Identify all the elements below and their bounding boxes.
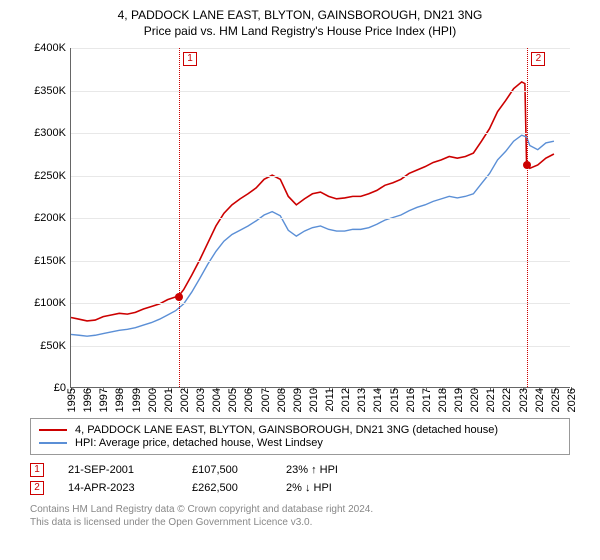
gridline-h [71,133,570,134]
legend-swatch [39,442,67,444]
x-axis-label: 1999 [131,388,143,412]
sale-row: 2 14-APR-2023 £262,500 2% ↓ HPI [30,481,570,495]
y-axis-label: £50K [20,340,66,352]
x-axis-label: 1997 [98,388,110,412]
y-axis-label: £200K [20,212,66,224]
x-axis-label: 2002 [179,388,191,412]
x-axis-label: 2023 [518,388,530,412]
x-axis-label: 2005 [227,388,239,412]
sale-date: 21-SEP-2001 [68,464,168,476]
y-axis-label: £100K [20,297,66,309]
x-axis-label: 2015 [389,388,401,412]
x-axis-label: 2006 [243,388,255,412]
legend-swatch [39,429,67,431]
x-axis-label: 2004 [211,388,223,412]
x-axis-label: 2026 [566,388,578,412]
sale-date: 14-APR-2023 [68,482,168,494]
gridline-h [71,346,570,347]
x-axis-label: 2012 [340,388,352,412]
x-axis-label: 2010 [308,388,320,412]
x-axis-label: 2018 [437,388,449,412]
gridline-h [71,48,570,49]
series-line-hpi [71,135,554,336]
sale-marker-box: 1 [183,52,197,66]
chart-container: 4, PADDOCK LANE EAST, BLYTON, GAINSBOROU… [0,0,600,560]
x-axis-label: 1996 [82,388,94,412]
x-axis-label: 2016 [405,388,417,412]
gridline-h [71,218,570,219]
x-axis-ticks: 1995199619971998199920002001200220032004… [70,388,570,414]
sale-delta: 23% ↑ HPI [286,464,338,476]
legend-label: HPI: Average price, detached house, West… [75,437,323,449]
title-block: 4, PADDOCK LANE EAST, BLYTON, GAINSBOROU… [10,8,590,38]
x-axis-label: 2009 [292,388,304,412]
x-axis-label: 2000 [147,388,159,412]
footer-line-1: Contains HM Land Registry data © Crown c… [30,503,570,516]
y-axis-label: £150K [20,255,66,267]
gridline-h [71,303,570,304]
y-axis-label: £250K [20,170,66,182]
sale-number-box: 1 [30,463,44,477]
x-axis-label: 1998 [114,388,126,412]
x-axis-label: 2008 [276,388,288,412]
x-axis-label: 2011 [324,388,336,412]
chart-title-address: 4, PADDOCK LANE EAST, BLYTON, GAINSBOROU… [10,8,590,22]
sale-number-box: 2 [30,481,44,495]
x-axis-label: 2019 [453,388,465,412]
legend-row: 4, PADDOCK LANE EAST, BLYTON, GAINSBOROU… [39,424,561,436]
footer-attribution: Contains HM Land Registry data © Crown c… [30,503,570,529]
chart-area: 12 1995199619971998199920002001200220032… [20,44,580,414]
sale-dot [523,161,531,169]
sale-marker-box: 2 [531,52,545,66]
x-axis-label: 2024 [534,388,546,412]
sale-delta: 2% ↓ HPI [286,482,332,494]
series-line-property [71,82,554,321]
x-axis-label: 2025 [550,388,562,412]
y-axis-label: £300K [20,127,66,139]
x-axis-label: 2001 [163,388,175,412]
sale-vline [179,48,180,387]
legend: 4, PADDOCK LANE EAST, BLYTON, GAINSBOROU… [30,418,570,455]
x-axis-label: 2007 [260,388,272,412]
x-axis-label: 1995 [66,388,78,412]
gridline-h [71,261,570,262]
plot-area: 12 [70,48,570,388]
sale-row: 1 21-SEP-2001 £107,500 23% ↑ HPI [30,463,570,477]
x-axis-label: 2014 [372,388,384,412]
legend-row: HPI: Average price, detached house, West… [39,437,561,449]
legend-label: 4, PADDOCK LANE EAST, BLYTON, GAINSBOROU… [75,424,498,436]
x-axis-label: 2013 [356,388,368,412]
sale-price: £107,500 [192,464,262,476]
sale-vline [527,48,528,387]
sale-price: £262,500 [192,482,262,494]
y-axis-label: £350K [20,85,66,97]
gridline-h [71,176,570,177]
x-axis-label: 2017 [421,388,433,412]
gridline-h [71,91,570,92]
x-axis-label: 2021 [485,388,497,412]
y-axis-label: £400K [20,42,66,54]
x-axis-label: 2020 [469,388,481,412]
x-axis-label: 2022 [501,388,513,412]
footer-line-2: This data is licensed under the Open Gov… [30,516,570,529]
sales-table: 1 21-SEP-2001 £107,500 23% ↑ HPI 2 14-APR-202… [30,463,570,495]
x-axis-label: 2003 [195,388,207,412]
chart-subtitle: Price paid vs. HM Land Registry's House … [10,24,590,38]
y-axis-label: £0 [20,382,66,394]
sale-dot [175,293,183,301]
